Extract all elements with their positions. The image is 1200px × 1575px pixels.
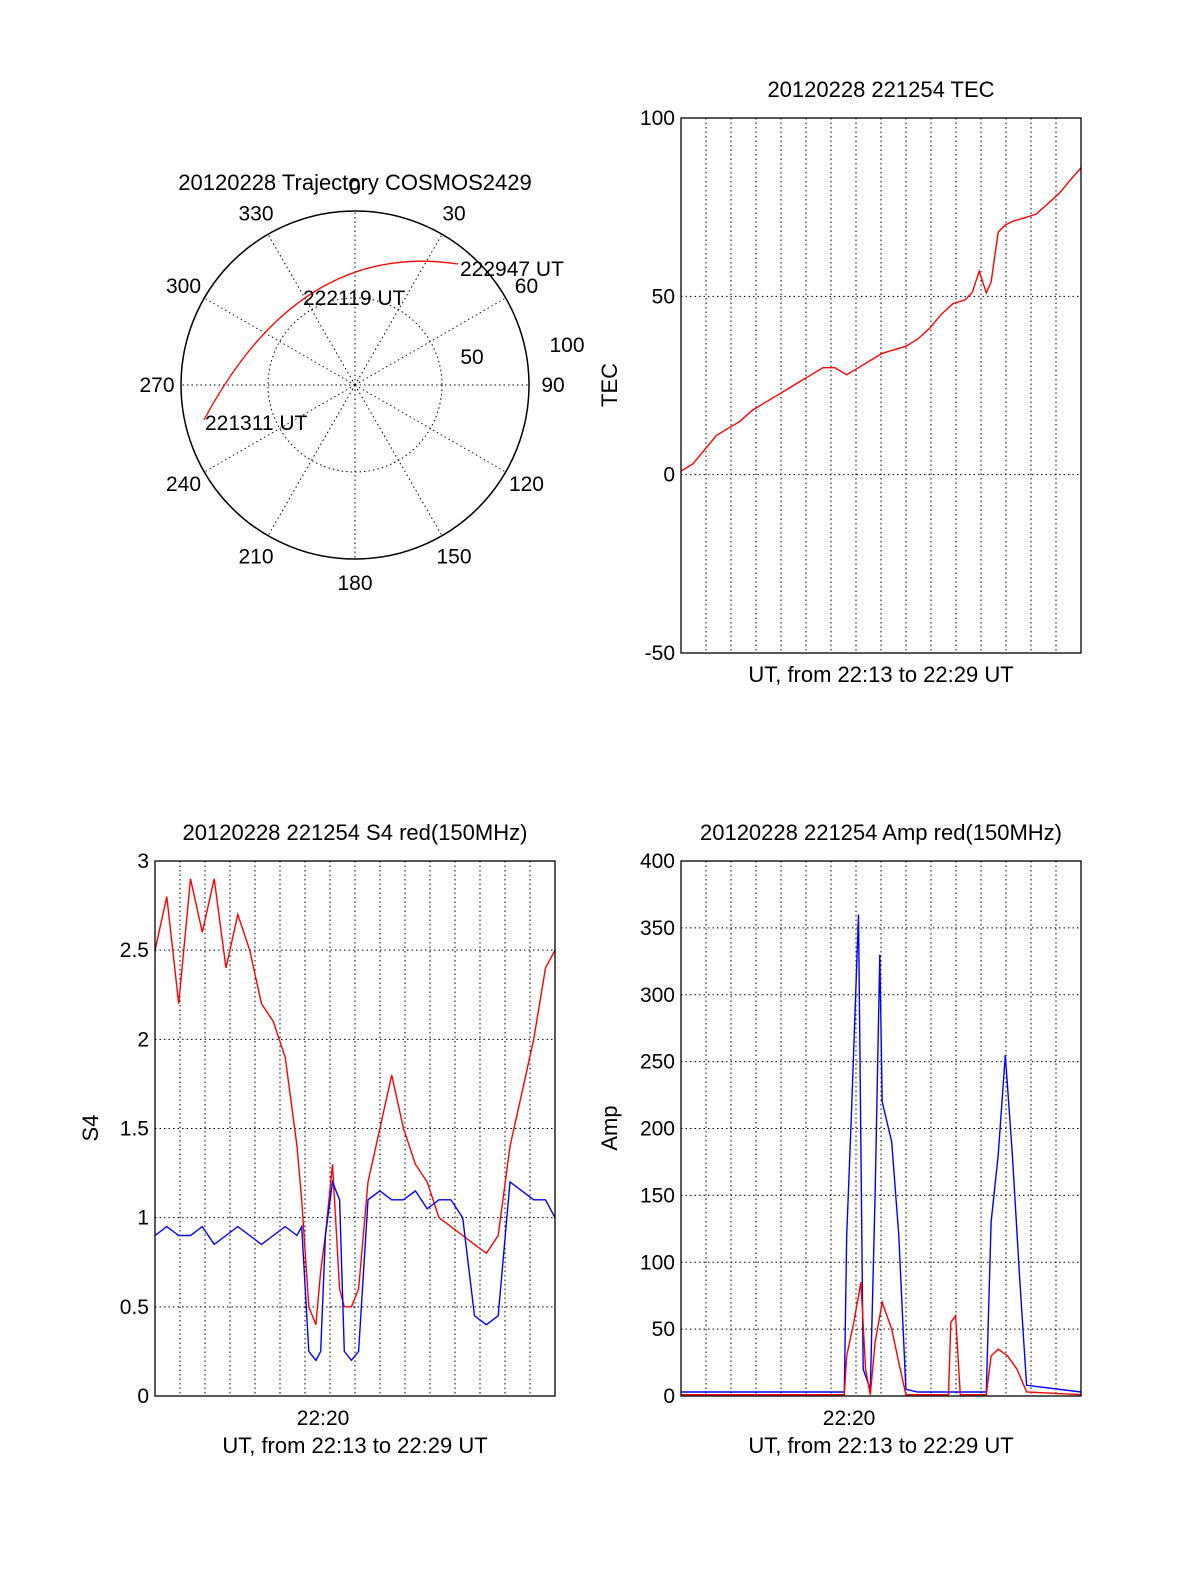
polar-azimuth-label-270: 270 (139, 374, 174, 397)
polar-spoke-330 (267, 234, 356, 386)
annotation-end-time: 222947 UT (460, 258, 564, 281)
amp-ytick-label: 200 (640, 1118, 675, 1141)
tec-title: 20120228 221254 TEC (767, 77, 994, 102)
polar-azimuth-label-300: 300 (166, 275, 201, 298)
polar-azimuth-label-60: 60 (515, 275, 538, 298)
amp-grid (681, 861, 1081, 1396)
polar-trajectory-plot: 20120228 Trajectory COSMOS2429 0 30 60 90 12… (139, 170, 584, 595)
tec-x-label: UT, from 22:13 to 22:29 UT (748, 662, 1013, 687)
polar-title: 20120228 Trajectory COSMOS2429 (178, 170, 531, 195)
polar-elev-label-100: 100 (549, 334, 584, 357)
polar-azimuth-label-180: 180 (337, 572, 372, 595)
polar-spoke-300 (204, 297, 356, 386)
tec-ytick-label: 50 (652, 285, 675, 308)
polar-azimuth-label-210: 210 (238, 545, 273, 568)
tec-frame (680, 117, 1082, 654)
amp-ytick-label: 400 (640, 850, 675, 873)
s4-x-label: UT, from 22:13 to 22:29 UT (222, 1433, 487, 1458)
s4-x-ticks: 22:20 (297, 1407, 350, 1430)
amp-ytick-label: 150 (640, 1184, 675, 1207)
s4-ytick-label: 0.5 (120, 1296, 149, 1319)
s4-grid (155, 861, 555, 1396)
amp-frame (680, 860, 1082, 1397)
tec-ytick-label: 0 (663, 464, 675, 487)
polar-spokes (181, 211, 529, 559)
polar-spoke-120 (354, 384, 506, 473)
s4-ytick-label: 1.5 (120, 1118, 149, 1141)
s4-ytick-label: 0 (137, 1385, 149, 1408)
amp-ytick-label: 250 (640, 1051, 675, 1074)
tec-y-ticks: 100 50 0 -50 (640, 107, 675, 665)
s4-y-ticks: 3 2.5 2 1.5 1 0.5 0 (120, 850, 149, 1408)
tec-y-label: TEC (597, 363, 622, 407)
s4-series (154, 878, 556, 1362)
tec-ytick-label: -50 (645, 642, 675, 665)
amp-ytick-label: 50 (652, 1318, 675, 1341)
polar-spoke-30 (354, 234, 443, 386)
polar-azimuth-label-120: 120 (509, 473, 544, 496)
polar-spoke-60 (354, 297, 506, 386)
s4-ytick-label: 2 (137, 1028, 149, 1051)
amp-ytick-label: 100 (640, 1251, 675, 1274)
tec-series (680, 167, 1082, 472)
tec-grid (681, 118, 1081, 653)
polar-azimuth-label-240: 240 (166, 473, 201, 496)
s4-title: 20120228 221254 S4 red(150MHz) (183, 820, 528, 845)
s4-series-line-1 (154, 1179, 556, 1362)
annotation-mid-time: 222119 UT (303, 287, 406, 310)
polar-elev-label-50: 50 (460, 346, 483, 369)
tec-ytick-label: 100 (640, 107, 675, 130)
amp-series-line-1 (681, 1282, 1082, 1396)
s4-y-label: S4 (78, 1115, 103, 1142)
tec-series-line-0 (680, 167, 1082, 472)
polar-azimuth-label-0: 0 (349, 176, 361, 199)
amp-ytick-label: 350 (640, 917, 675, 940)
s4-ytick-label: 2.5 (120, 939, 149, 962)
amp-xtick-label: 22:20 (823, 1407, 876, 1430)
polar-spoke-210 (267, 384, 356, 536)
polar-azimuth-label-30: 30 (442, 203, 465, 226)
trajectory-path (203, 260, 459, 421)
amp-panel: 20120228 221254 Amp red(150MHz) 400 350 30… (597, 820, 1082, 1458)
amp-series (681, 914, 1082, 1396)
s4-xtick-label: 22:20 (297, 1407, 350, 1430)
s4-panel: 20120228 221254 S4 red(150MHz) 3 2.5 2 1.5 1… (78, 820, 556, 1458)
amp-y-label: Amp (597, 1105, 622, 1150)
amp-ytick-label: 0 (663, 1385, 675, 1408)
polar-azimuth-label-330: 330 (238, 203, 273, 226)
polar-spoke-150 (354, 384, 443, 536)
amp-x-label: UT, from 22:13 to 22:29 UT (748, 1433, 1013, 1458)
polar-azimuth-label-150: 150 (436, 545, 471, 568)
polar-azimuth-label-90: 90 (541, 374, 564, 397)
polar-outer-circle (180, 210, 530, 560)
annotation-start-time: 221311 UT (205, 412, 308, 435)
amp-ytick-label: 300 (640, 984, 675, 1007)
polar-spoke-240 (204, 384, 356, 473)
s4-ytick-label: 1 (137, 1207, 149, 1230)
s4-frame (154, 860, 556, 1397)
amp-x-ticks: 22:20 (823, 1407, 876, 1430)
amp-title: 20120228 221254 Amp red(150MHz) (700, 820, 1062, 845)
amp-y-ticks: 400 350 300 250 200 150 100 50 0 (640, 850, 675, 1408)
polar-azimuth-labels: 0 30 60 90 120 150 180 210 240 270 300 330 (139, 176, 564, 595)
tec-panel: 20120228 221254 TEC 100 50 0 -50 UT, from 2… (597, 77, 1082, 687)
amp-series-line-0 (681, 914, 1082, 1393)
s4-ytick-label: 3 (137, 850, 149, 873)
